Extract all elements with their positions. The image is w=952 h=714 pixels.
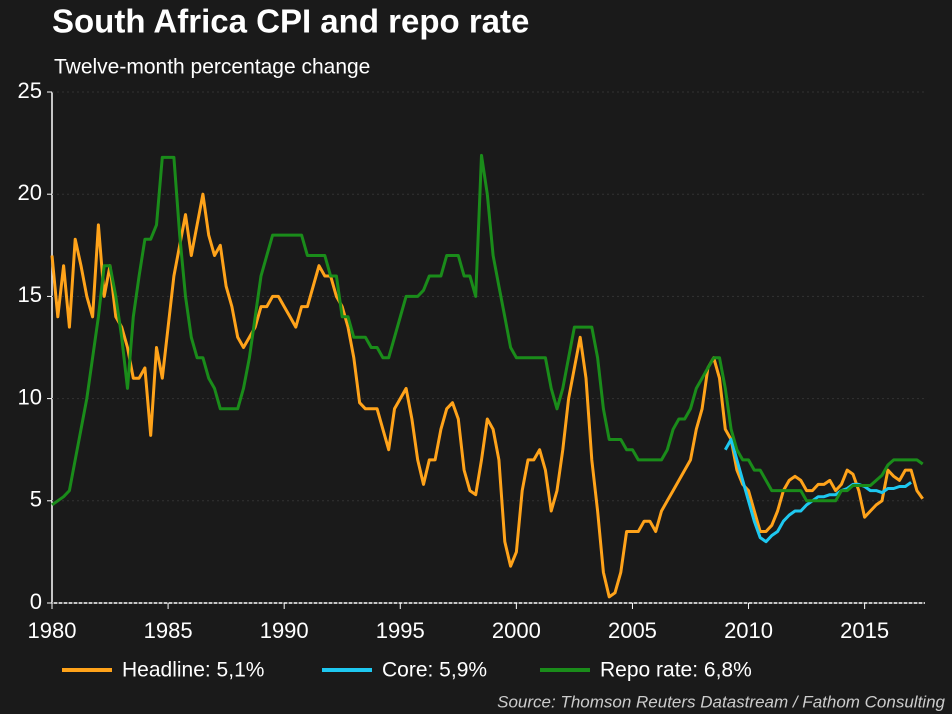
x-tick-label: 2015 bbox=[840, 618, 889, 643]
legend-label: Core: 5,9% bbox=[382, 659, 487, 682]
series-line bbox=[51, 153, 924, 507]
x-tick-label: 2000 bbox=[492, 618, 541, 643]
y-tick-label: 5 bbox=[30, 487, 42, 512]
x-tick-label: 1980 bbox=[28, 618, 77, 643]
y-tick-label: 25 bbox=[18, 78, 42, 103]
y-tick-label: 20 bbox=[18, 180, 42, 205]
chart-title: South Africa CPI and repo rate bbox=[52, 3, 529, 40]
source-note: Source: Thomson Reuters Datastream / Fat… bbox=[497, 692, 945, 711]
x-tick-label: 1985 bbox=[144, 618, 193, 643]
series-line bbox=[723, 438, 912, 544]
x-tick-label: 1995 bbox=[376, 618, 425, 643]
x-tick-label: 2010 bbox=[724, 618, 773, 643]
y-tick-label: 0 bbox=[30, 589, 42, 614]
legend-label: Headline: 5,1% bbox=[122, 659, 264, 682]
y-tick-label: 10 bbox=[18, 384, 42, 409]
x-tick-label: 1990 bbox=[260, 618, 309, 643]
chart-subtitle: Twelve-month percentage change bbox=[54, 56, 370, 79]
y-tick-label: 15 bbox=[18, 282, 42, 307]
series-line bbox=[50, 192, 924, 599]
legend-label: Repo rate: 6,8% bbox=[600, 659, 752, 682]
x-tick-label: 2005 bbox=[608, 618, 657, 643]
